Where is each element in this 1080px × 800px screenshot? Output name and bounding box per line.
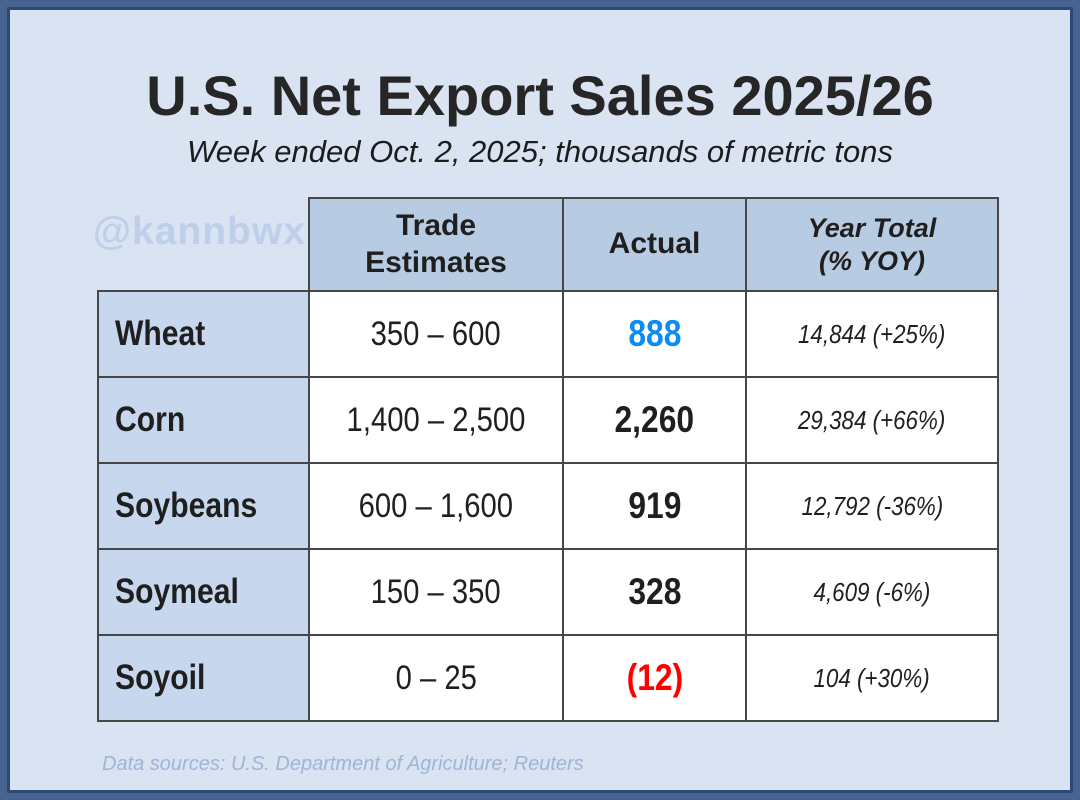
trade-estimate-cell: 150 – 350 [308, 548, 564, 636]
actual-cell: 919 [562, 462, 747, 550]
year-total-cell: 29,384 (+66%) [745, 376, 999, 464]
header-row: Trade Estimates Actual Year Total (% YOY… [98, 197, 999, 292]
corner-spacer [98, 198, 309, 291]
actual-cell: 328 [562, 548, 747, 636]
trade-estimate-cell: 1,400 – 2,500 [308, 376, 564, 464]
table-row-wheat: Wheat 350 – 600 888 14,844 (+25%) [97, 290, 999, 378]
row-label-soymeal: Soymeal [97, 548, 310, 636]
col-header-year-total: Year Total (% YOY) [745, 197, 999, 292]
year-total-value: 29,384 (+66%) [798, 404, 946, 435]
actual-value: 2,260 [614, 399, 695, 440]
row-label-text: Soyoil [115, 658, 206, 697]
table-row-soyoil: Soyoil 0 – 25 (12) 104 (+30%) [97, 634, 999, 722]
trade-estimate-value: 0 – 25 [395, 658, 477, 697]
actual-value: 328 [627, 571, 682, 612]
actual-value: 888 [627, 313, 682, 354]
trade-estimate-cell: 600 – 1,600 [308, 462, 564, 550]
actual-cell: (12) [562, 634, 747, 722]
row-label-text: Corn [115, 400, 186, 439]
actual-value: 919 [627, 485, 682, 526]
table-row-corn: Corn 1,400 – 2,500 2,260 29,384 (+66%) [97, 376, 999, 464]
trade-estimate-value: 1,400 – 2,500 [346, 400, 526, 439]
data-sources-note: Data sources: U.S. Department of Agricul… [102, 753, 584, 775]
year-total-cell: 4,609 (-6%) [745, 548, 999, 636]
year-total-cell: 14,844 (+25%) [745, 290, 999, 378]
actual-value: (12) [626, 657, 683, 698]
page-subtitle: Week ended Oct. 2, 2025; thousands of me… [187, 134, 893, 169]
year-total-value: 14,844 (+25%) [798, 318, 946, 349]
row-label-text: Soybeans [115, 486, 258, 525]
row-label-soyoil: Soyoil [97, 634, 310, 722]
row-label-wheat: Wheat [97, 290, 310, 378]
trade-estimate-value: 350 – 600 [370, 314, 502, 353]
trade-estimate-value: 600 – 1,600 [358, 486, 514, 525]
year-total-cell: 12,792 (-36%) [745, 462, 999, 550]
col-header-trade-estimates: Trade Estimates [308, 197, 564, 292]
watermark-handle: @kannbwx [93, 210, 306, 253]
actual-cell: 888 [562, 290, 747, 378]
actual-cell: 2,260 [562, 376, 747, 464]
row-label-corn: Corn [97, 376, 310, 464]
row-label-soybeans: Soybeans [97, 462, 310, 550]
row-label-text: Wheat [115, 314, 206, 353]
year-total-value: 4,609 (-6%) [813, 576, 931, 607]
year-total-cell: 104 (+30%) [745, 634, 999, 722]
table-row-soymeal: Soymeal 150 – 350 328 4,609 (-6%) [97, 548, 999, 636]
table-row-soybeans: Soybeans 600 – 1,600 919 12,792 (-36%) [97, 462, 999, 550]
trade-estimate-cell: 350 – 600 [308, 290, 564, 378]
trade-estimate-cell: 0 – 25 [308, 634, 564, 722]
page-title: U.S. Net Export Sales 2025/26 [146, 64, 934, 127]
col-header-actual: Actual [562, 197, 747, 292]
export-sales-table: Trade Estimates Actual Year Total (% YOY… [97, 197, 999, 722]
year-total-value: 104 (+30%) [813, 662, 931, 693]
row-label-text: Soymeal [115, 572, 239, 611]
year-total-value: 12,792 (-36%) [801, 490, 943, 521]
trade-estimate-value: 150 – 350 [370, 572, 502, 611]
